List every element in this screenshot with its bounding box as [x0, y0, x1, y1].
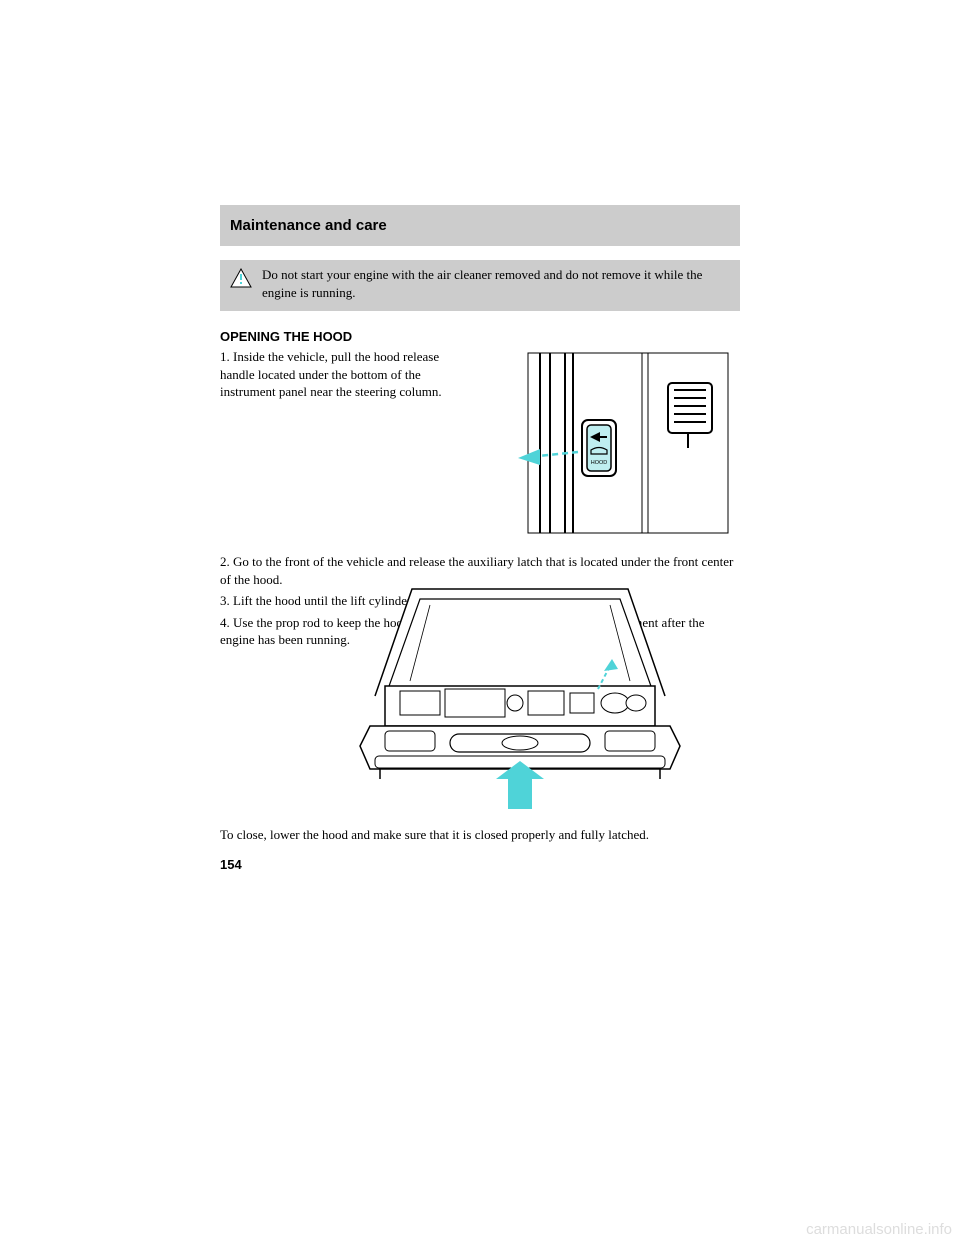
step-2-row: 2. Go to the front of the vehicle and re…	[220, 553, 740, 816]
warning-box: Do not start your engine with the air cl…	[220, 260, 740, 311]
closing-note: To close, lower the hood and make sure t…	[220, 826, 740, 844]
warning-icon	[230, 268, 252, 293]
hood-release-illustration: HOOD	[470, 348, 730, 543]
watermark: carmanualsonline.info	[806, 1221, 952, 1238]
header-title: Maintenance and care	[230, 217, 730, 234]
manual-page: Maintenance and care Do not start your e…	[220, 205, 740, 872]
vehicle-front-illustration	[340, 571, 700, 816]
svg-text:HOOD: HOOD	[591, 460, 608, 466]
warning-text: Do not start your engine with the air cl…	[262, 266, 730, 301]
header-bar: Maintenance and care	[220, 205, 740, 246]
step-1-text: 1. Inside the vehicle, pull the hood rel…	[220, 348, 470, 401]
page-number: 154	[220, 857, 740, 872]
step-1-row: 1. Inside the vehicle, pull the hood rel…	[220, 348, 740, 543]
section-title: OPENING THE HOOD	[220, 329, 740, 344]
